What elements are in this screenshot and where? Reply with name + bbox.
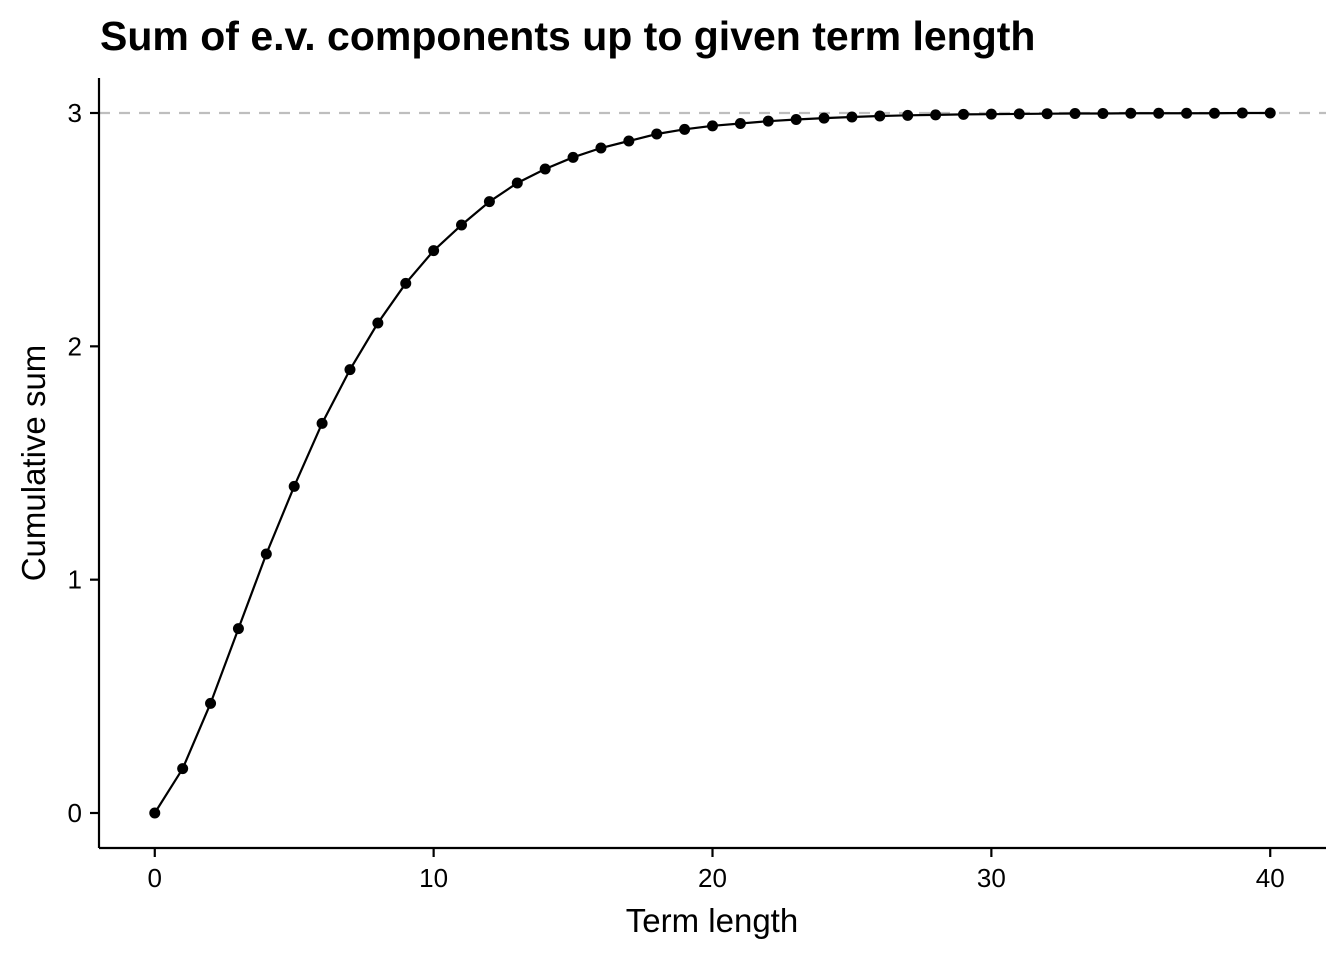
data-point — [1181, 107, 1193, 119]
x-tick-label: 10 — [419, 863, 448, 893]
data-point — [1041, 108, 1053, 120]
data-point — [1125, 107, 1137, 119]
data-point — [595, 142, 607, 154]
data-point — [316, 417, 328, 429]
y-axis-title: Cumulative sum — [15, 345, 52, 582]
data-point — [428, 245, 440, 257]
data-point — [651, 128, 663, 140]
y-ticks-group: 0 1 2 3 — [68, 98, 99, 828]
data-point — [288, 480, 300, 492]
data-point — [567, 151, 579, 163]
data-point — [1097, 107, 1109, 119]
data-point — [846, 111, 858, 123]
data-point — [818, 112, 830, 124]
data-point — [985, 108, 997, 120]
x-tick-label: 20 — [698, 863, 727, 893]
y-tick-label: 2 — [68, 331, 82, 361]
data-point — [1264, 107, 1276, 119]
data-point — [1208, 107, 1220, 119]
data-point — [232, 623, 244, 635]
x-tick-label: 30 — [977, 863, 1006, 893]
data-point — [1153, 107, 1165, 119]
series-group — [149, 107, 1276, 819]
axes-group — [97, 78, 1326, 850]
data-point — [874, 110, 886, 122]
data-point — [930, 109, 942, 121]
y-tick-label: 1 — [68, 565, 82, 595]
data-point — [539, 163, 551, 175]
data-point — [344, 364, 356, 376]
data-point — [734, 118, 746, 129]
data-point — [902, 109, 914, 121]
data-point — [483, 196, 495, 208]
data-point — [1013, 108, 1025, 120]
data-point — [177, 763, 189, 775]
y-tick-label: 3 — [68, 98, 82, 128]
data-point — [623, 135, 635, 147]
data-point — [400, 277, 412, 289]
chart-title: Sum of e.v. components up to given term … — [100, 13, 1035, 59]
x-tick-label: 40 — [1256, 863, 1285, 893]
data-point — [456, 219, 468, 231]
data-point — [149, 807, 161, 819]
x-tick-label: 0 — [148, 863, 162, 893]
data-point — [957, 108, 969, 120]
x-ticks-group: 0 10 20 30 40 — [148, 848, 1285, 893]
data-point — [679, 123, 691, 135]
data-point — [762, 115, 774, 127]
data-point — [511, 177, 523, 189]
data-point — [372, 317, 384, 329]
data-point — [1069, 107, 1081, 119]
data-point — [260, 548, 272, 560]
y-tick-label: 0 — [68, 798, 82, 828]
series-line — [153, 111, 1271, 814]
data-point — [1236, 107, 1248, 119]
data-point — [205, 697, 217, 709]
x-axis-title: Term length — [626, 902, 798, 939]
data-point — [790, 114, 802, 126]
data-point — [707, 120, 718, 132]
